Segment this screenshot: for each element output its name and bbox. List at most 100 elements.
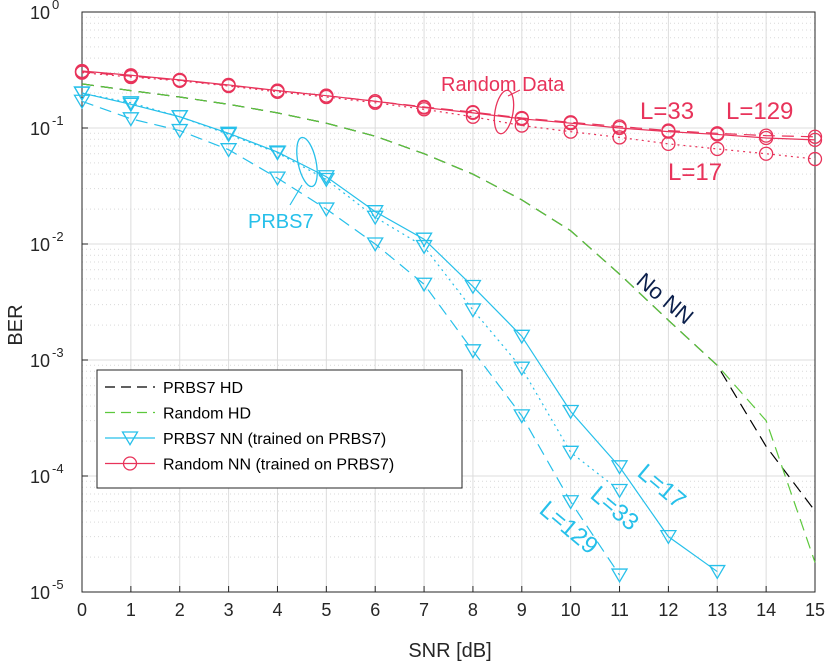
triangle-marker xyxy=(513,361,531,377)
triangle-marker xyxy=(366,205,384,220)
series-line xyxy=(81,100,621,576)
triangle-marker xyxy=(464,279,482,295)
circle-marker xyxy=(710,141,725,157)
triangle-marker xyxy=(562,445,580,461)
triangle-marker xyxy=(708,564,726,580)
x-axis-title: SNR [dB] xyxy=(408,640,491,662)
series-layer xyxy=(73,63,823,584)
triangle-marker xyxy=(659,530,678,545)
triangle-marker xyxy=(317,170,335,185)
random-data-bracket xyxy=(493,89,515,135)
y-tick-exponent: 0 xyxy=(52,0,59,12)
circle-marker xyxy=(368,94,383,109)
series-random-nn-l-129 xyxy=(74,64,823,144)
triangle-marker xyxy=(122,112,140,127)
series-line xyxy=(81,83,816,563)
triangle-marker xyxy=(219,143,238,158)
y-tick-label: 10 xyxy=(30,351,50,371)
legend-label: PRBS7 HD xyxy=(163,380,243,397)
y-tick-label: 10 xyxy=(30,583,50,603)
x-tick-label: 6 xyxy=(370,600,380,620)
x-tick-label: 12 xyxy=(658,600,678,620)
x-tick-label: 3 xyxy=(224,600,234,620)
y-tick-exponent: -1 xyxy=(52,113,64,128)
prbs7-bracket xyxy=(296,136,318,188)
y-tick-exponent: -4 xyxy=(52,461,64,476)
triangle-marker xyxy=(268,171,287,187)
triangle-marker xyxy=(122,96,140,111)
x-tick-label: 4 xyxy=(272,600,282,620)
circle-marker xyxy=(612,130,627,145)
y-tick-exponent: -2 xyxy=(52,229,64,244)
annotation-red-l129: L=129 xyxy=(726,98,793,125)
annotation-red-l33: L=33 xyxy=(640,98,694,125)
circle-marker xyxy=(807,132,823,148)
x-tick-label: 10 xyxy=(561,600,581,620)
circle-marker xyxy=(465,109,481,124)
circle-marker xyxy=(563,115,578,130)
triangle-marker xyxy=(610,483,629,499)
x-tick-label: 8 xyxy=(468,600,478,620)
x-tick-label: 1 xyxy=(126,600,136,620)
x-tick-label: 5 xyxy=(321,600,331,620)
x-tick-label: 7 xyxy=(419,600,429,620)
series-line xyxy=(81,71,816,138)
plot-frame xyxy=(81,11,816,593)
circle-marker xyxy=(661,123,676,138)
x-tick-label: 15 xyxy=(805,600,825,620)
triangle-marker xyxy=(415,239,433,255)
triangle-marker xyxy=(415,232,433,248)
legend-label: Random HD xyxy=(163,406,251,423)
legend-box xyxy=(96,369,463,489)
triangle-marker xyxy=(268,146,287,161)
series-prbs7-nn-l-129 xyxy=(73,94,629,584)
annotation-red-l17: L=17 xyxy=(668,159,722,186)
triangle-marker xyxy=(317,172,335,188)
major-grid xyxy=(81,11,816,593)
triangle-marker xyxy=(317,202,335,218)
x-tick-label: 9 xyxy=(517,600,527,620)
y-tick-exponent: -5 xyxy=(52,577,64,592)
series-random-hd xyxy=(81,83,816,563)
circle-marker xyxy=(270,83,285,98)
triangle-marker xyxy=(171,110,189,125)
triangle-marker-legend xyxy=(121,431,139,447)
annotation-cyan-l17: L=17 xyxy=(632,459,691,514)
circle-marker xyxy=(465,104,481,120)
circle-marker xyxy=(807,129,823,144)
series-prbs7-nn-l-33 xyxy=(73,86,629,499)
annotation-random-data: Random Data xyxy=(441,74,565,96)
y-tick-exponent: -3 xyxy=(52,345,64,360)
y-tick-label: 10 xyxy=(30,119,50,139)
triangle-marker xyxy=(366,237,384,253)
x-tick-label: 0 xyxy=(77,600,87,620)
legend-label: Random NN (trained on PRBS7) xyxy=(163,457,394,474)
circle-marker xyxy=(807,151,823,167)
circle-marker xyxy=(612,119,627,134)
random-data-leader xyxy=(507,89,521,97)
triangle-marker xyxy=(610,568,629,584)
circle-marker xyxy=(514,110,529,126)
triangle-marker xyxy=(513,329,531,345)
circle-marker xyxy=(74,64,90,79)
y-tick-label: 10 xyxy=(30,467,50,487)
triangle-marker xyxy=(366,210,384,226)
circle-marker xyxy=(319,88,334,103)
circle-marker xyxy=(710,126,725,141)
legend: PRBS7 HD Random HD PRBS7 NN (trained on PR… xyxy=(96,369,463,489)
circle-marker-legend xyxy=(122,456,138,471)
circle-marker xyxy=(221,78,236,93)
circle-marker xyxy=(123,68,139,84)
triangle-marker xyxy=(219,127,238,143)
y-axis-title: BER xyxy=(5,304,27,345)
y-tick-label: 10 xyxy=(30,235,50,255)
circle-marker xyxy=(172,73,187,88)
x-tick-label: 14 xyxy=(756,600,776,620)
circle-marker xyxy=(758,146,774,161)
triangle-marker xyxy=(464,303,482,318)
circle-marker xyxy=(563,124,578,139)
x-tick-label: 11 xyxy=(610,600,629,620)
y-tick-label: 10 xyxy=(30,3,50,23)
triangle-marker xyxy=(415,277,433,293)
